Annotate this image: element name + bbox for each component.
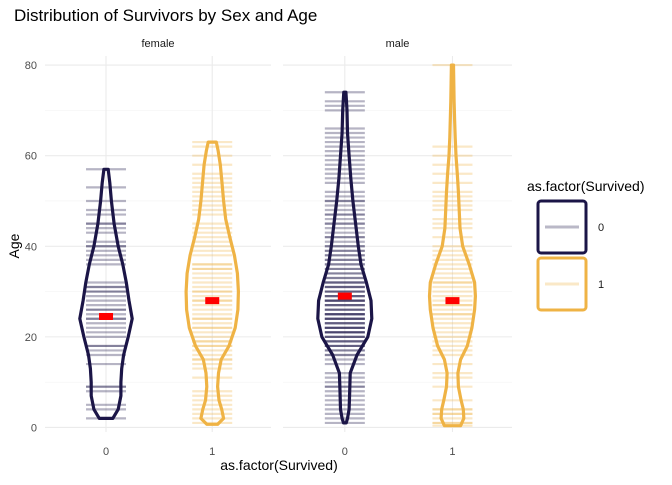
y-tick-label: 80	[25, 60, 37, 72]
facet-label-female: female	[141, 38, 174, 50]
x-axis-label: as.factor(Survived)	[220, 457, 337, 473]
legend-key-0: 0	[536, 199, 604, 255]
age-strips-male-1	[432, 63, 473, 427]
mean-marker	[337, 292, 352, 300]
x-tick-label: 0	[342, 446, 348, 458]
y-tick-label: 60	[25, 151, 37, 163]
facet-panel-male: male 0 1	[283, 38, 512, 458]
y-tick-label: 20	[25, 332, 37, 344]
chart-title: Distribution of Survivors by Sex and Age	[14, 6, 317, 25]
violin-female-0	[78, 167, 134, 420]
y-tick-label: 40	[25, 241, 37, 253]
violin-male-1	[427, 63, 477, 428]
facet-label-male: male	[386, 38, 410, 50]
y-tick-label: 0	[31, 422, 37, 434]
legend-key-box	[536, 199, 588, 255]
legend: as.factor(Survived) 0 1	[527, 178, 644, 312]
x-tick-label: 0	[103, 446, 109, 458]
facet-panel-female: female 0 1	[45, 38, 271, 458]
legend-label: 0	[598, 222, 604, 234]
facet-panels: female 0 1 male 0 1	[45, 38, 512, 458]
legend-label: 1	[598, 279, 604, 291]
legend-title: as.factor(Survived)	[527, 178, 644, 194]
age-strips-male-0	[324, 91, 365, 425]
legend-key-box	[536, 256, 588, 312]
violin-male-0	[316, 90, 374, 425]
legend-key-1: 1	[536, 256, 604, 312]
mean-marker	[99, 312, 114, 320]
y-tick-labels: 0 20 40 60 80	[25, 60, 37, 434]
mean-marker	[445, 297, 460, 305]
x-tick-label: 1	[209, 446, 215, 458]
x-tick-label: 1	[449, 446, 455, 458]
mean-marker	[205, 297, 220, 305]
y-axis-label: Age	[6, 233, 22, 258]
violin-female-1	[184, 140, 240, 426]
